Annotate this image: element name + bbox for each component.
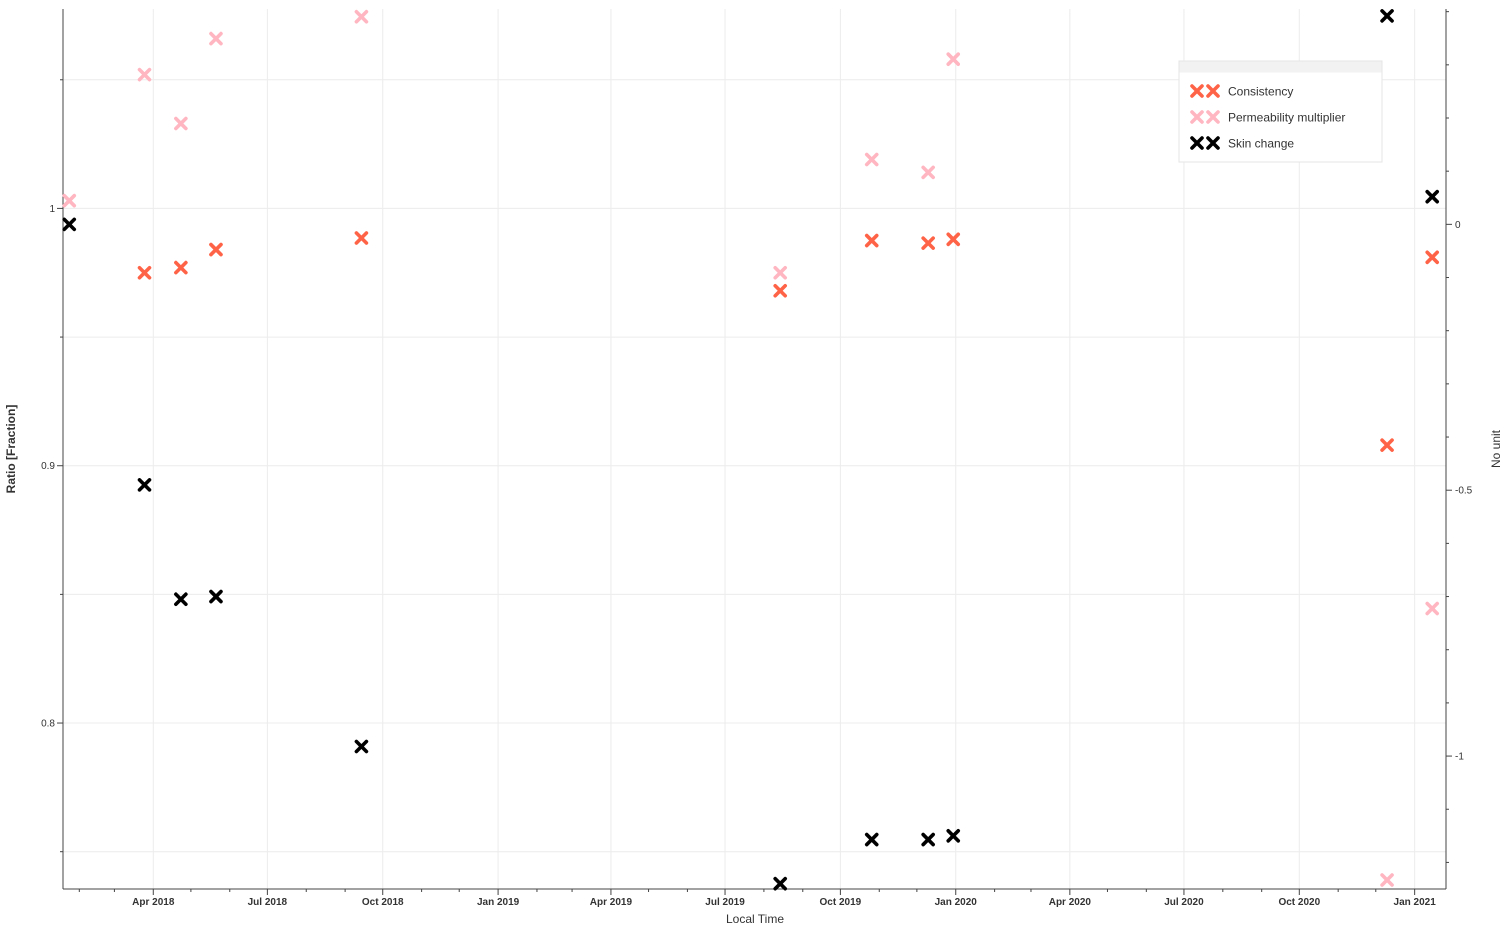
x-tick-label: Oct 2018 <box>362 897 404 908</box>
data-point-permeability-multiplier <box>864 152 879 167</box>
x-tick-label: Jan 2020 <box>935 897 978 908</box>
legend-marker-consistency <box>1206 84 1220 98</box>
legend: Consistency Permeability multiplier Skin c… <box>1178 60 1383 163</box>
x-tick-label: Apr 2020 <box>1049 897 1092 908</box>
x-tick-label: Apr 2019 <box>590 897 633 908</box>
data-point-skin-change <box>864 832 879 847</box>
data-point-permeability-multiplier <box>1425 601 1440 616</box>
x-tick-label: Oct 2020 <box>1278 897 1320 908</box>
x-tick-label: Jan 2019 <box>477 897 520 908</box>
data-point-permeability-multiplier <box>209 31 223 46</box>
data-point-consistency <box>174 260 188 275</box>
legend-items: Consistency Permeability multiplier Skin c… <box>1190 84 1345 151</box>
y2-tick-label: 0 <box>1455 220 1461 231</box>
legend-label-permeability-multiplier: Permeability multiplier <box>1228 111 1345 125</box>
data-point-consistency <box>354 231 369 245</box>
legend-label-skin-change: Skin change <box>1228 137 1294 151</box>
data-point-permeability-multiplier <box>137 67 152 82</box>
y2-axis-title: No unit <box>1489 429 1503 468</box>
data-point-skin-change <box>137 478 152 492</box>
x-axis-title: Local Time <box>726 912 784 926</box>
axes: Apr 2018 Jul 2018 Oct 2018 Jan 2019 Apr 2019… <box>41 9 1473 908</box>
x-tick-label: Jul 2020 <box>1164 897 1204 908</box>
data-point-permeability-multiplier <box>1380 873 1394 887</box>
y-tick-label: 0.8 <box>41 719 55 730</box>
data-point-skin-change <box>921 832 935 847</box>
y2-tick-label: -0.5 <box>1455 486 1473 497</box>
data-point-skin-change <box>946 829 961 843</box>
data-point-consistency <box>1425 250 1440 265</box>
data-point-consistency <box>1380 438 1394 452</box>
data-point-consistency <box>773 283 788 298</box>
legend-marker-permeability-multiplier <box>1190 110 1204 124</box>
data-point-skin-change <box>209 589 223 604</box>
data-point-permeability-multiplier <box>921 165 935 180</box>
data-point-skin-change <box>1380 9 1394 23</box>
legend-label-consistency: Consistency <box>1228 85 1293 99</box>
data-point-permeability-multiplier <box>62 193 77 208</box>
y2-tick-label: -1 <box>1455 752 1464 763</box>
data-point-consistency <box>864 233 879 248</box>
data-point-skin-change <box>354 739 369 754</box>
legend-header-bar <box>1179 61 1382 73</box>
data-point-skin-change <box>174 592 188 607</box>
data-point-skin-change <box>62 217 77 232</box>
legend-marker-skin-change <box>1206 136 1220 150</box>
legend-marker-consistency <box>1190 84 1204 98</box>
y-axis-title: Ratio [Fraction] <box>4 405 18 494</box>
data-point-consistency <box>137 265 152 280</box>
data-point-skin-change <box>773 876 788 891</box>
legend-marker-permeability-multiplier <box>1206 110 1220 124</box>
data-point-consistency <box>209 242 223 257</box>
data-point-permeability-multiplier <box>946 52 961 66</box>
data-point-permeability-multiplier <box>773 265 788 280</box>
data-points <box>62 9 1440 891</box>
x-tick-label: Apr 2018 <box>132 897 175 908</box>
data-point-skin-change <box>1425 189 1440 204</box>
x-tick-label: Oct 2019 <box>820 897 862 908</box>
x-tick-label: Jul 2018 <box>248 897 288 908</box>
y-tick-label: 0.9 <box>41 461 55 472</box>
legend-marker-skin-change <box>1190 136 1204 150</box>
data-point-consistency <box>946 232 961 247</box>
x-tick-label: Jul 2019 <box>705 897 745 908</box>
x-tick-label: Jan 2021 <box>1394 897 1437 908</box>
data-point-consistency <box>921 236 935 250</box>
y-tick-label: 1 <box>49 204 55 215</box>
data-point-permeability-multiplier <box>174 116 188 131</box>
data-point-permeability-multiplier <box>354 9 369 24</box>
